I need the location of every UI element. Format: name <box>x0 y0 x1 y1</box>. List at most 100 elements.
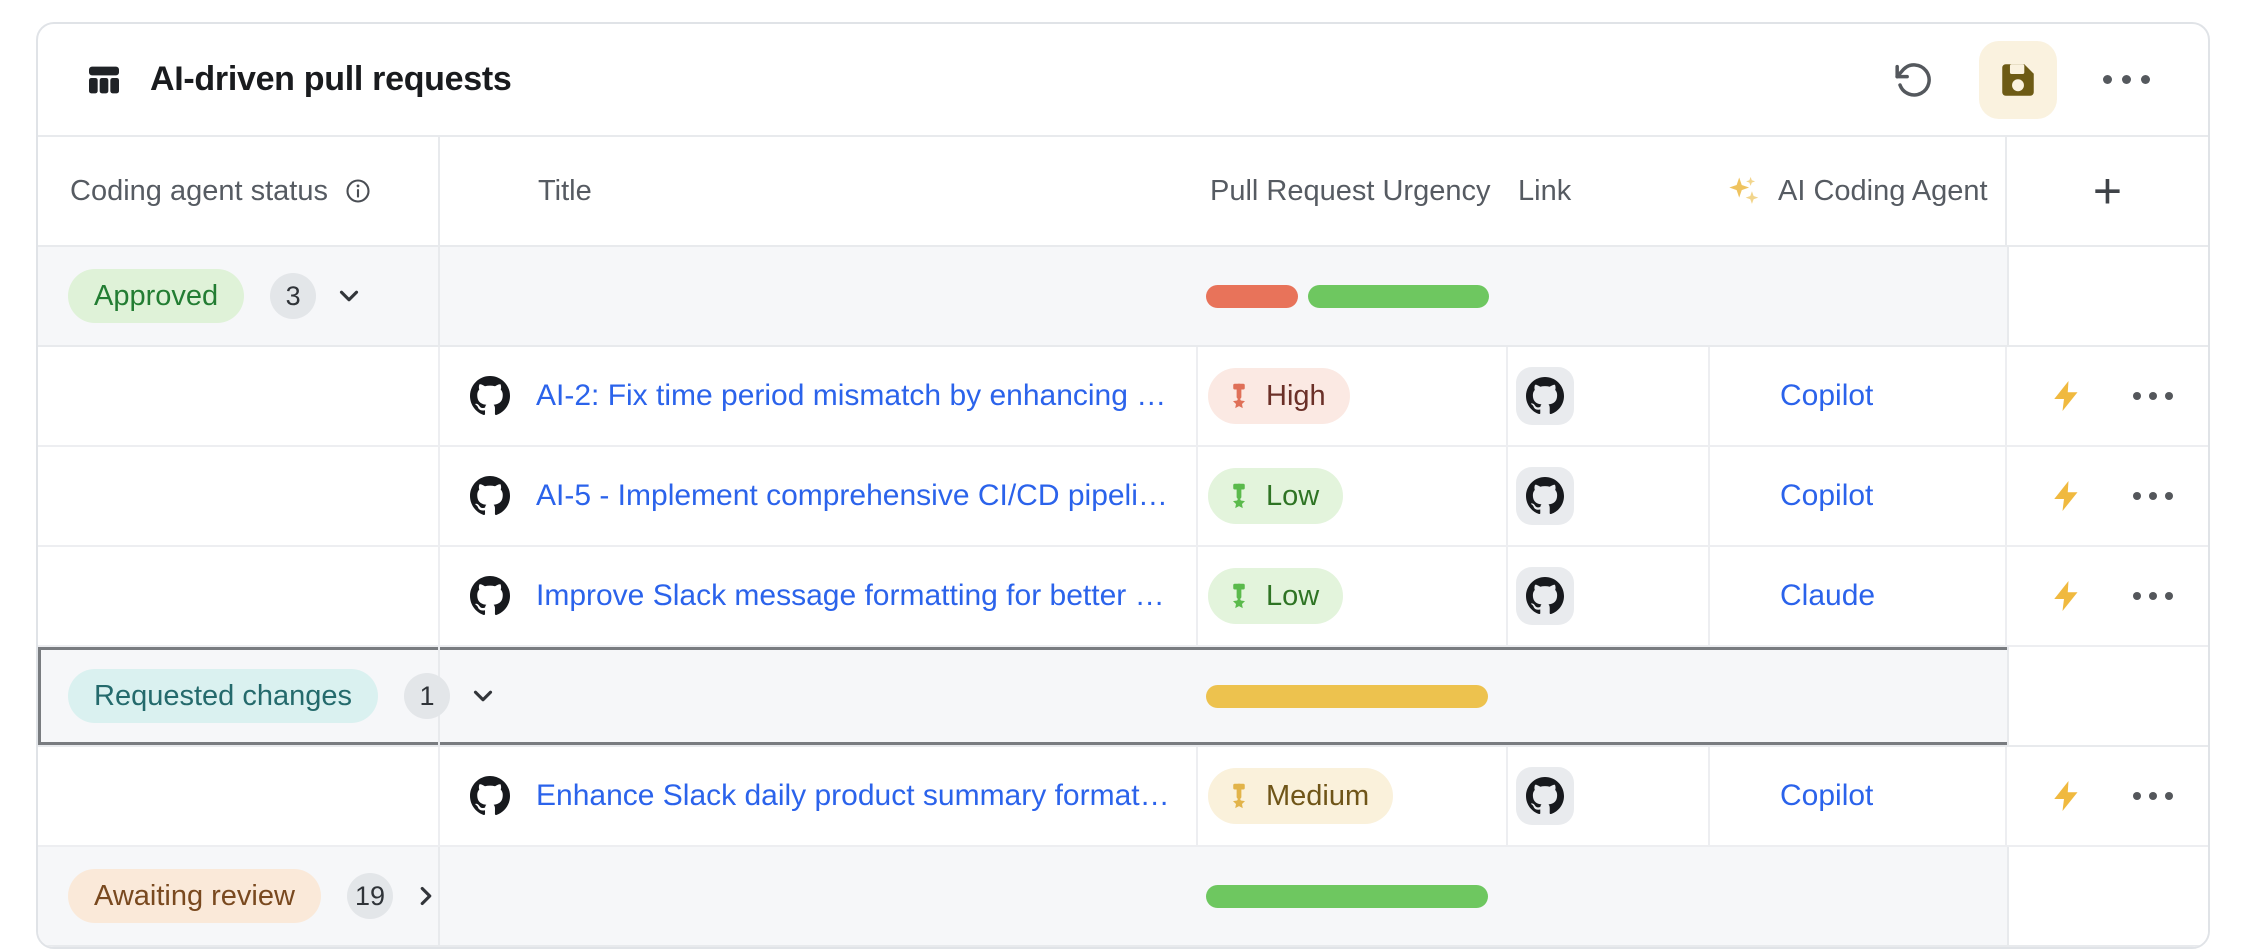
ellipsis-icon <box>2103 75 2150 84</box>
save-button[interactable] <box>1979 40 2057 119</box>
save-icon <box>1997 59 2039 101</box>
group-header-row: Requested changes 1 <box>38 647 2208 747</box>
pr-title-link[interactable]: Improve Slack message formatting for bet… <box>536 579 1170 612</box>
run-action-button[interactable] <box>2049 478 2085 514</box>
add-column-button[interactable]: + <box>2007 137 2208 245</box>
group-count-badge: 3 <box>270 273 317 319</box>
github-link-icon <box>1526 577 1564 615</box>
urgency-label: Medium <box>1266 779 1370 812</box>
github-icon <box>470 776 510 816</box>
lightning-bolt-icon <box>2049 578 2085 614</box>
github-link-button[interactable] <box>1516 367 1574 425</box>
row-menu-button[interactable] <box>2133 792 2173 800</box>
ai-sparkles-icon <box>1726 173 1762 209</box>
column-header-row: Coding agent status Title Pull Request U… <box>38 137 2208 247</box>
column-header-coding-agent-status[interactable]: Coding agent status <box>38 137 440 245</box>
column-header-link[interactable]: Link <box>1508 137 1710 245</box>
agent-link[interactable]: Copilot <box>1780 379 1874 412</box>
table-body: Approved 3 <box>38 247 2208 947</box>
group-header-row: Awaiting review 19 <box>38 847 2208 947</box>
urgency-label: High <box>1266 379 1326 412</box>
widget-header: AI-driven pull requests <box>38 24 2208 137</box>
github-link-button[interactable] <box>1516 467 1574 525</box>
github-icon <box>470 476 510 516</box>
agent-link[interactable]: Claude <box>1780 579 1876 612</box>
lightning-bolt-icon <box>2049 778 2085 814</box>
github-icon <box>470 576 510 616</box>
urgency-label: Low <box>1266 479 1320 512</box>
column-label: AI Coding Agent <box>1778 174 1988 207</box>
group-collapse-toggle[interactable] <box>468 681 498 711</box>
run-action-button[interactable] <box>2049 378 2085 414</box>
status-cell-empty <box>38 447 440 545</box>
github-link-button[interactable] <box>1516 767 1574 825</box>
group-collapse-toggle[interactable] <box>334 281 364 311</box>
group-count-badge: 19 <box>346 873 393 919</box>
medal-icon <box>1224 481 1254 511</box>
urgency-badge: Low <box>1208 568 1344 624</box>
chevron-down-icon <box>468 681 498 711</box>
urgency-summary-bars <box>1198 847 1508 945</box>
lightning-bolt-icon <box>2049 478 2085 514</box>
record-row: Enhance Slack daily product summary form… <box>38 747 2208 847</box>
column-header-title[interactable]: Title <box>440 137 1198 245</box>
status-cell-empty <box>38 347 440 445</box>
medal-icon <box>1224 381 1254 411</box>
agent-link[interactable]: Copilot <box>1780 779 1874 812</box>
record-row: AI-2: Fix time period mismatch by enhanc… <box>38 347 2208 447</box>
column-header-ai-coding-agent[interactable]: AI Coding Agent <box>1710 137 2007 245</box>
undo-button[interactable] <box>1893 60 1933 100</box>
github-link-button[interactable] <box>1516 567 1574 625</box>
github-icon <box>470 376 510 416</box>
group-header-row: Approved 3 <box>38 247 2208 347</box>
group-collapse-toggle[interactable] <box>411 881 441 911</box>
column-label: Link <box>1518 174 1572 207</box>
urgency-summary-bars <box>1198 647 1508 745</box>
pr-title-link[interactable]: Enhance Slack daily product summary form… <box>536 779 1170 812</box>
urgency-badge: High <box>1208 368 1350 424</box>
urgency-badge: Medium <box>1208 768 1394 824</box>
run-action-button[interactable] <box>2049 778 2085 814</box>
urgency-bar <box>1206 284 1298 308</box>
page-title: AI-driven pull requests <box>150 60 512 98</box>
urgency-bar <box>1308 284 1489 308</box>
urgency-bar <box>1206 884 1488 908</box>
row-menu-button[interactable] <box>2133 392 2173 400</box>
agent-link[interactable]: Copilot <box>1780 479 1874 512</box>
column-label: Pull Request Urgency <box>1210 174 1491 207</box>
more-options-button[interactable] <box>2103 75 2150 84</box>
row-menu-button[interactable] <box>2133 592 2173 600</box>
medal-icon <box>1224 781 1254 811</box>
group-count-badge: 1 <box>403 673 450 719</box>
github-link-icon <box>1526 377 1564 415</box>
group-status-badge[interactable]: Approved <box>68 269 245 323</box>
table-widget-card: AI-driven pull requests <box>36 22 2210 949</box>
urgency-badge: Low <box>1208 468 1344 524</box>
table-icon <box>84 60 124 100</box>
urgency-summary-bars <box>1198 247 1508 345</box>
github-link-icon <box>1526 477 1564 515</box>
pr-title-link[interactable]: AI-2: Fix time period mismatch by enhanc… <box>536 379 1170 412</box>
group-status-badge[interactable]: Requested changes <box>68 669 378 723</box>
plus-icon: + <box>2092 163 2123 219</box>
github-link-icon <box>1526 777 1564 815</box>
run-action-button[interactable] <box>2049 578 2085 614</box>
row-menu-button[interactable] <box>2133 492 2173 500</box>
urgency-bar <box>1206 684 1488 708</box>
record-row: AI-5 - Implement comprehensive CI/CD pip… <box>38 447 2208 547</box>
lightning-bolt-icon <box>2049 378 2085 414</box>
pr-title-link[interactable]: AI-5 - Implement comprehensive CI/CD pip… <box>536 479 1170 512</box>
info-icon[interactable] <box>344 177 372 205</box>
column-header-pull-request-urgency[interactable]: Pull Request Urgency <box>1198 137 1508 245</box>
chevron-down-icon <box>334 281 364 311</box>
record-row: Improve Slack message formatting for bet… <box>38 547 2208 647</box>
column-label: Title <box>538 174 592 207</box>
chevron-right-icon <box>411 881 441 911</box>
urgency-label: Low <box>1266 579 1320 612</box>
column-label: Coding agent status <box>70 174 328 207</box>
group-status-badge[interactable]: Awaiting review <box>68 869 321 923</box>
status-cell-empty <box>38 747 440 845</box>
status-cell-empty <box>38 547 440 645</box>
undo-icon <box>1893 60 1933 100</box>
medal-icon <box>1224 581 1254 611</box>
